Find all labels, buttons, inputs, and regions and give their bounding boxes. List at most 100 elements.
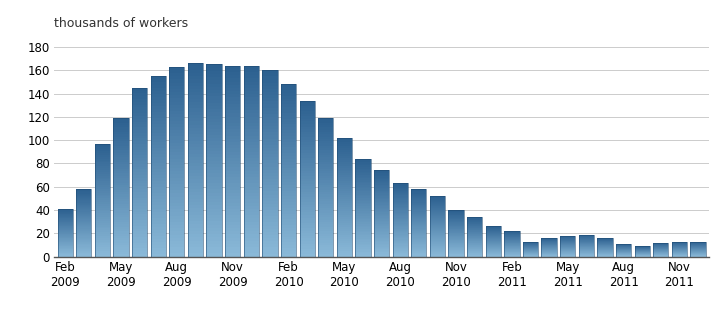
Bar (132, 183, 148, 186)
Bar (411, 248, 426, 249)
Bar (392, 241, 408, 242)
Bar (560, 236, 575, 257)
Bar (560, 248, 575, 249)
Bar (225, 85, 240, 88)
Bar (337, 241, 352, 243)
Bar (337, 152, 352, 154)
Bar (207, 151, 222, 154)
Bar (281, 153, 296, 156)
Bar (337, 177, 352, 179)
Bar (337, 197, 352, 199)
Bar (281, 228, 296, 231)
Bar (300, 197, 315, 199)
Bar (207, 154, 222, 157)
Bar (58, 209, 73, 210)
Bar (579, 236, 594, 237)
Bar (207, 64, 222, 68)
Bar (76, 232, 91, 233)
Bar (411, 197, 426, 198)
Bar (243, 215, 259, 218)
Bar (58, 210, 73, 211)
Bar (150, 208, 166, 212)
Bar (95, 212, 110, 213)
Bar (243, 75, 259, 78)
Bar (150, 91, 166, 94)
Bar (150, 184, 166, 187)
Bar (225, 231, 240, 234)
Bar (560, 242, 575, 243)
Bar (169, 73, 184, 76)
Bar (411, 194, 426, 195)
Bar (467, 225, 482, 226)
Bar (113, 173, 129, 176)
Bar (281, 254, 296, 257)
Bar (486, 251, 501, 252)
Bar (150, 223, 166, 227)
Bar (337, 223, 352, 225)
Bar (132, 203, 148, 206)
Bar (132, 186, 148, 189)
Bar (132, 209, 148, 212)
Bar (207, 90, 222, 93)
Bar (430, 233, 445, 234)
Bar (281, 205, 296, 208)
Bar (467, 231, 482, 232)
Bar (300, 236, 315, 239)
Bar (225, 187, 240, 190)
Bar (318, 192, 333, 194)
Bar (374, 225, 390, 227)
Bar (150, 167, 166, 169)
Bar (337, 154, 352, 156)
Bar (300, 106, 315, 108)
Bar (281, 165, 296, 167)
Bar (300, 137, 315, 140)
Bar (58, 245, 73, 246)
Bar (430, 208, 445, 209)
Bar (243, 254, 259, 257)
Bar (188, 92, 203, 95)
Bar (113, 130, 129, 132)
Bar (374, 215, 390, 216)
Bar (374, 192, 390, 193)
Bar (132, 192, 148, 195)
Bar (318, 176, 333, 178)
Bar (243, 196, 259, 199)
Bar (430, 202, 445, 203)
Bar (318, 224, 333, 227)
Bar (76, 243, 91, 244)
Bar (169, 209, 184, 212)
Bar (225, 171, 240, 174)
Bar (113, 146, 129, 148)
Bar (411, 204, 426, 205)
Bar (318, 125, 333, 127)
Bar (262, 194, 277, 198)
Bar (318, 183, 333, 185)
Bar (150, 112, 166, 115)
Bar (243, 120, 259, 123)
Bar (150, 182, 166, 184)
Bar (449, 252, 464, 253)
Bar (95, 202, 110, 204)
Bar (132, 234, 148, 237)
Bar (169, 228, 184, 231)
Bar (449, 224, 464, 225)
Bar (188, 244, 203, 247)
Bar (58, 253, 73, 254)
Bar (411, 189, 426, 257)
Bar (188, 66, 203, 70)
Bar (504, 242, 520, 243)
Bar (95, 161, 110, 162)
Bar (262, 207, 277, 210)
Bar (262, 204, 277, 207)
Bar (411, 234, 426, 235)
Bar (281, 156, 296, 159)
Bar (337, 170, 352, 172)
Bar (374, 221, 390, 222)
Bar (318, 173, 333, 176)
Bar (58, 242, 73, 243)
Bar (113, 178, 129, 180)
Bar (95, 177, 110, 179)
Bar (243, 78, 259, 81)
Bar (95, 166, 110, 168)
Bar (392, 189, 408, 191)
